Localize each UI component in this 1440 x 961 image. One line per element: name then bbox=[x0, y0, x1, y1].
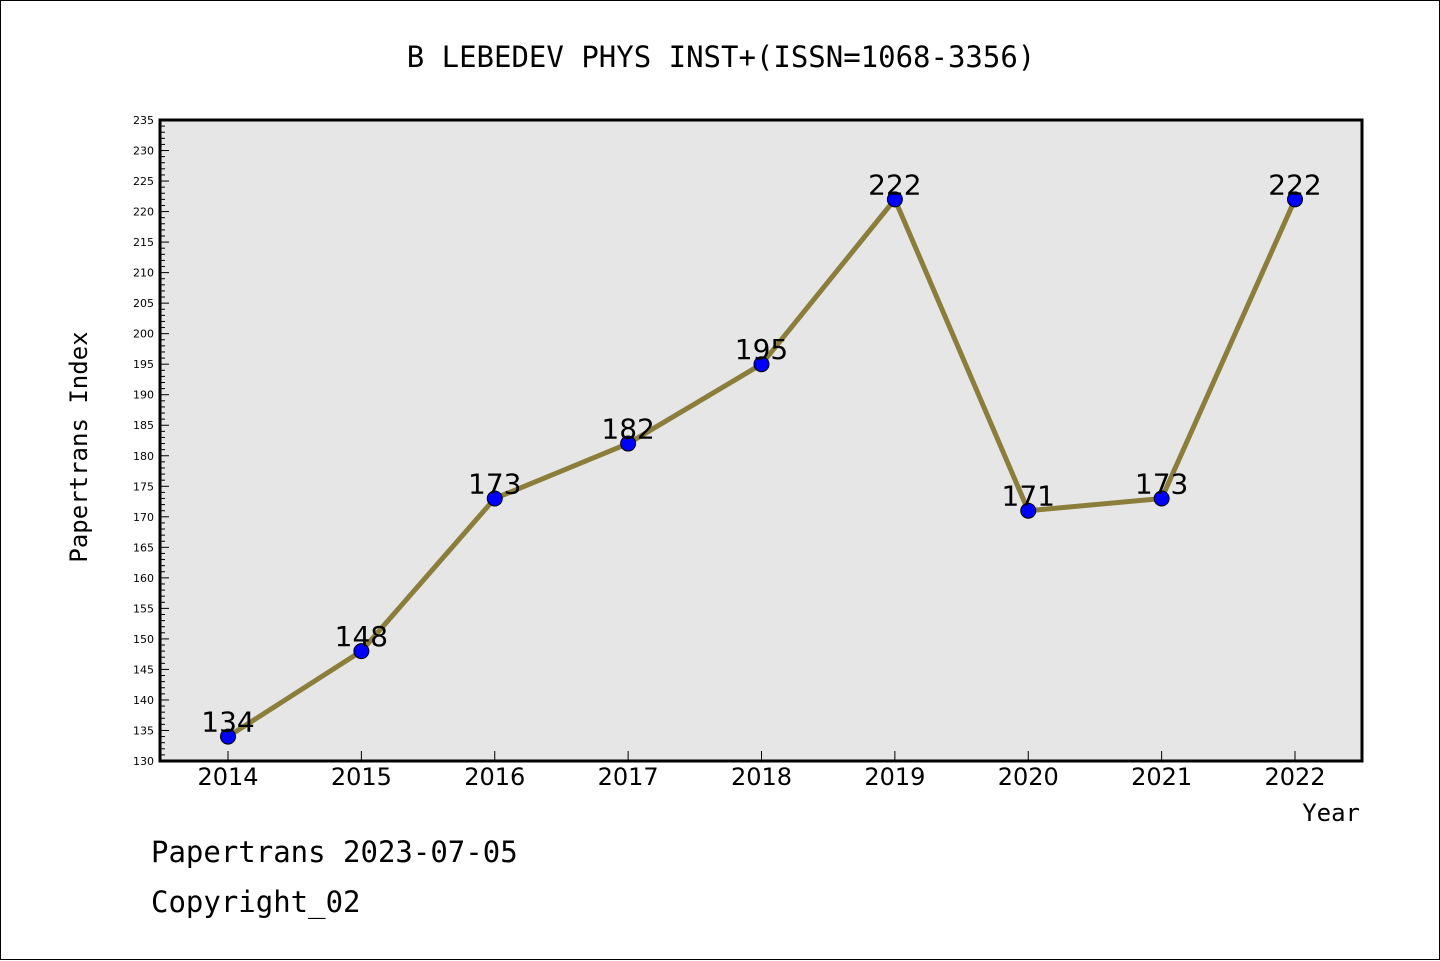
y-tick-label: 185 bbox=[133, 419, 154, 432]
x-tick-label: 2015 bbox=[331, 763, 392, 791]
data-point bbox=[1153, 490, 1170, 507]
data-point bbox=[220, 728, 236, 745]
y-tick-label: 175 bbox=[133, 480, 154, 493]
y-axis: 130 135 140 145 150 155 160 165 170 175 180 185 190 1… bbox=[133, 114, 169, 768]
y-tick-label: 205 bbox=[133, 297, 154, 310]
x-tick-label: 2014 bbox=[197, 763, 258, 791]
y-tick-label: 180 bbox=[133, 450, 154, 463]
y-tick-label: 220 bbox=[133, 206, 154, 219]
data-label: 134 bbox=[201, 706, 254, 739]
data-label: 173 bbox=[468, 467, 521, 500]
x-tick-label: 2021 bbox=[1131, 763, 1192, 791]
y-tick-label: 140 bbox=[133, 694, 154, 707]
x-tick-label: 2016 bbox=[464, 763, 525, 791]
data-label: 195 bbox=[735, 333, 788, 366]
data-label: 222 bbox=[1268, 168, 1321, 201]
data-point bbox=[753, 356, 770, 373]
x-axis: 2014 2015 2016 2017 2018 2019 2020 2021 2022 bbox=[197, 751, 1326, 791]
y-tick-label: 150 bbox=[133, 633, 154, 646]
y-tick-label: 170 bbox=[133, 511, 154, 524]
data-point bbox=[486, 490, 503, 507]
y-tick-label: 130 bbox=[133, 755, 154, 768]
data-label: 171 bbox=[1002, 480, 1055, 513]
series-layer bbox=[220, 191, 1303, 745]
y-tick-label: 160 bbox=[133, 572, 154, 585]
chart-title: B LEBEDEV PHYS INST+(ISSN=1068-3356) bbox=[407, 40, 1036, 74]
footer-date: Papertrans 2023-07-05 bbox=[151, 835, 518, 869]
data-point bbox=[620, 435, 637, 452]
x-axis-label: Year bbox=[1302, 799, 1360, 827]
data-label: 182 bbox=[601, 413, 654, 446]
y-tick-label: 210 bbox=[133, 267, 154, 280]
y-tick-label: 200 bbox=[133, 328, 154, 341]
data-point bbox=[886, 191, 903, 208]
y-tick-label: 135 bbox=[133, 724, 154, 737]
data-label: 222 bbox=[868, 168, 921, 201]
y-tick-label: 165 bbox=[133, 541, 154, 554]
y-tick-label: 195 bbox=[133, 358, 154, 371]
y-tick-label: 145 bbox=[133, 663, 154, 676]
footer-copyright: Copyright_02 bbox=[151, 885, 361, 919]
y-tick-label: 225 bbox=[133, 175, 154, 188]
data-labels: 134 148 173 182 195 222 171 173 222 bbox=[201, 168, 1321, 738]
x-tick-label: 2018 bbox=[731, 763, 792, 791]
x-tick-label: 2022 bbox=[1264, 763, 1325, 791]
y-tick-label: 230 bbox=[133, 145, 154, 158]
data-label: 148 bbox=[335, 620, 388, 653]
y-tick-label: 190 bbox=[133, 389, 154, 402]
data-label: 173 bbox=[1135, 467, 1188, 500]
y-tick-label: 215 bbox=[133, 236, 154, 249]
data-point bbox=[1020, 502, 1037, 519]
x-tick-label: 2017 bbox=[598, 763, 659, 791]
data-point bbox=[1287, 191, 1303, 208]
data-point bbox=[353, 643, 370, 660]
x-tick-label: 2020 bbox=[998, 763, 1059, 791]
y-tick-label: 155 bbox=[133, 602, 154, 615]
x-tick-label: 2019 bbox=[864, 763, 925, 791]
y-tick-label: 235 bbox=[133, 114, 154, 127]
y-axis-label: Papertrans Index bbox=[65, 331, 93, 562]
